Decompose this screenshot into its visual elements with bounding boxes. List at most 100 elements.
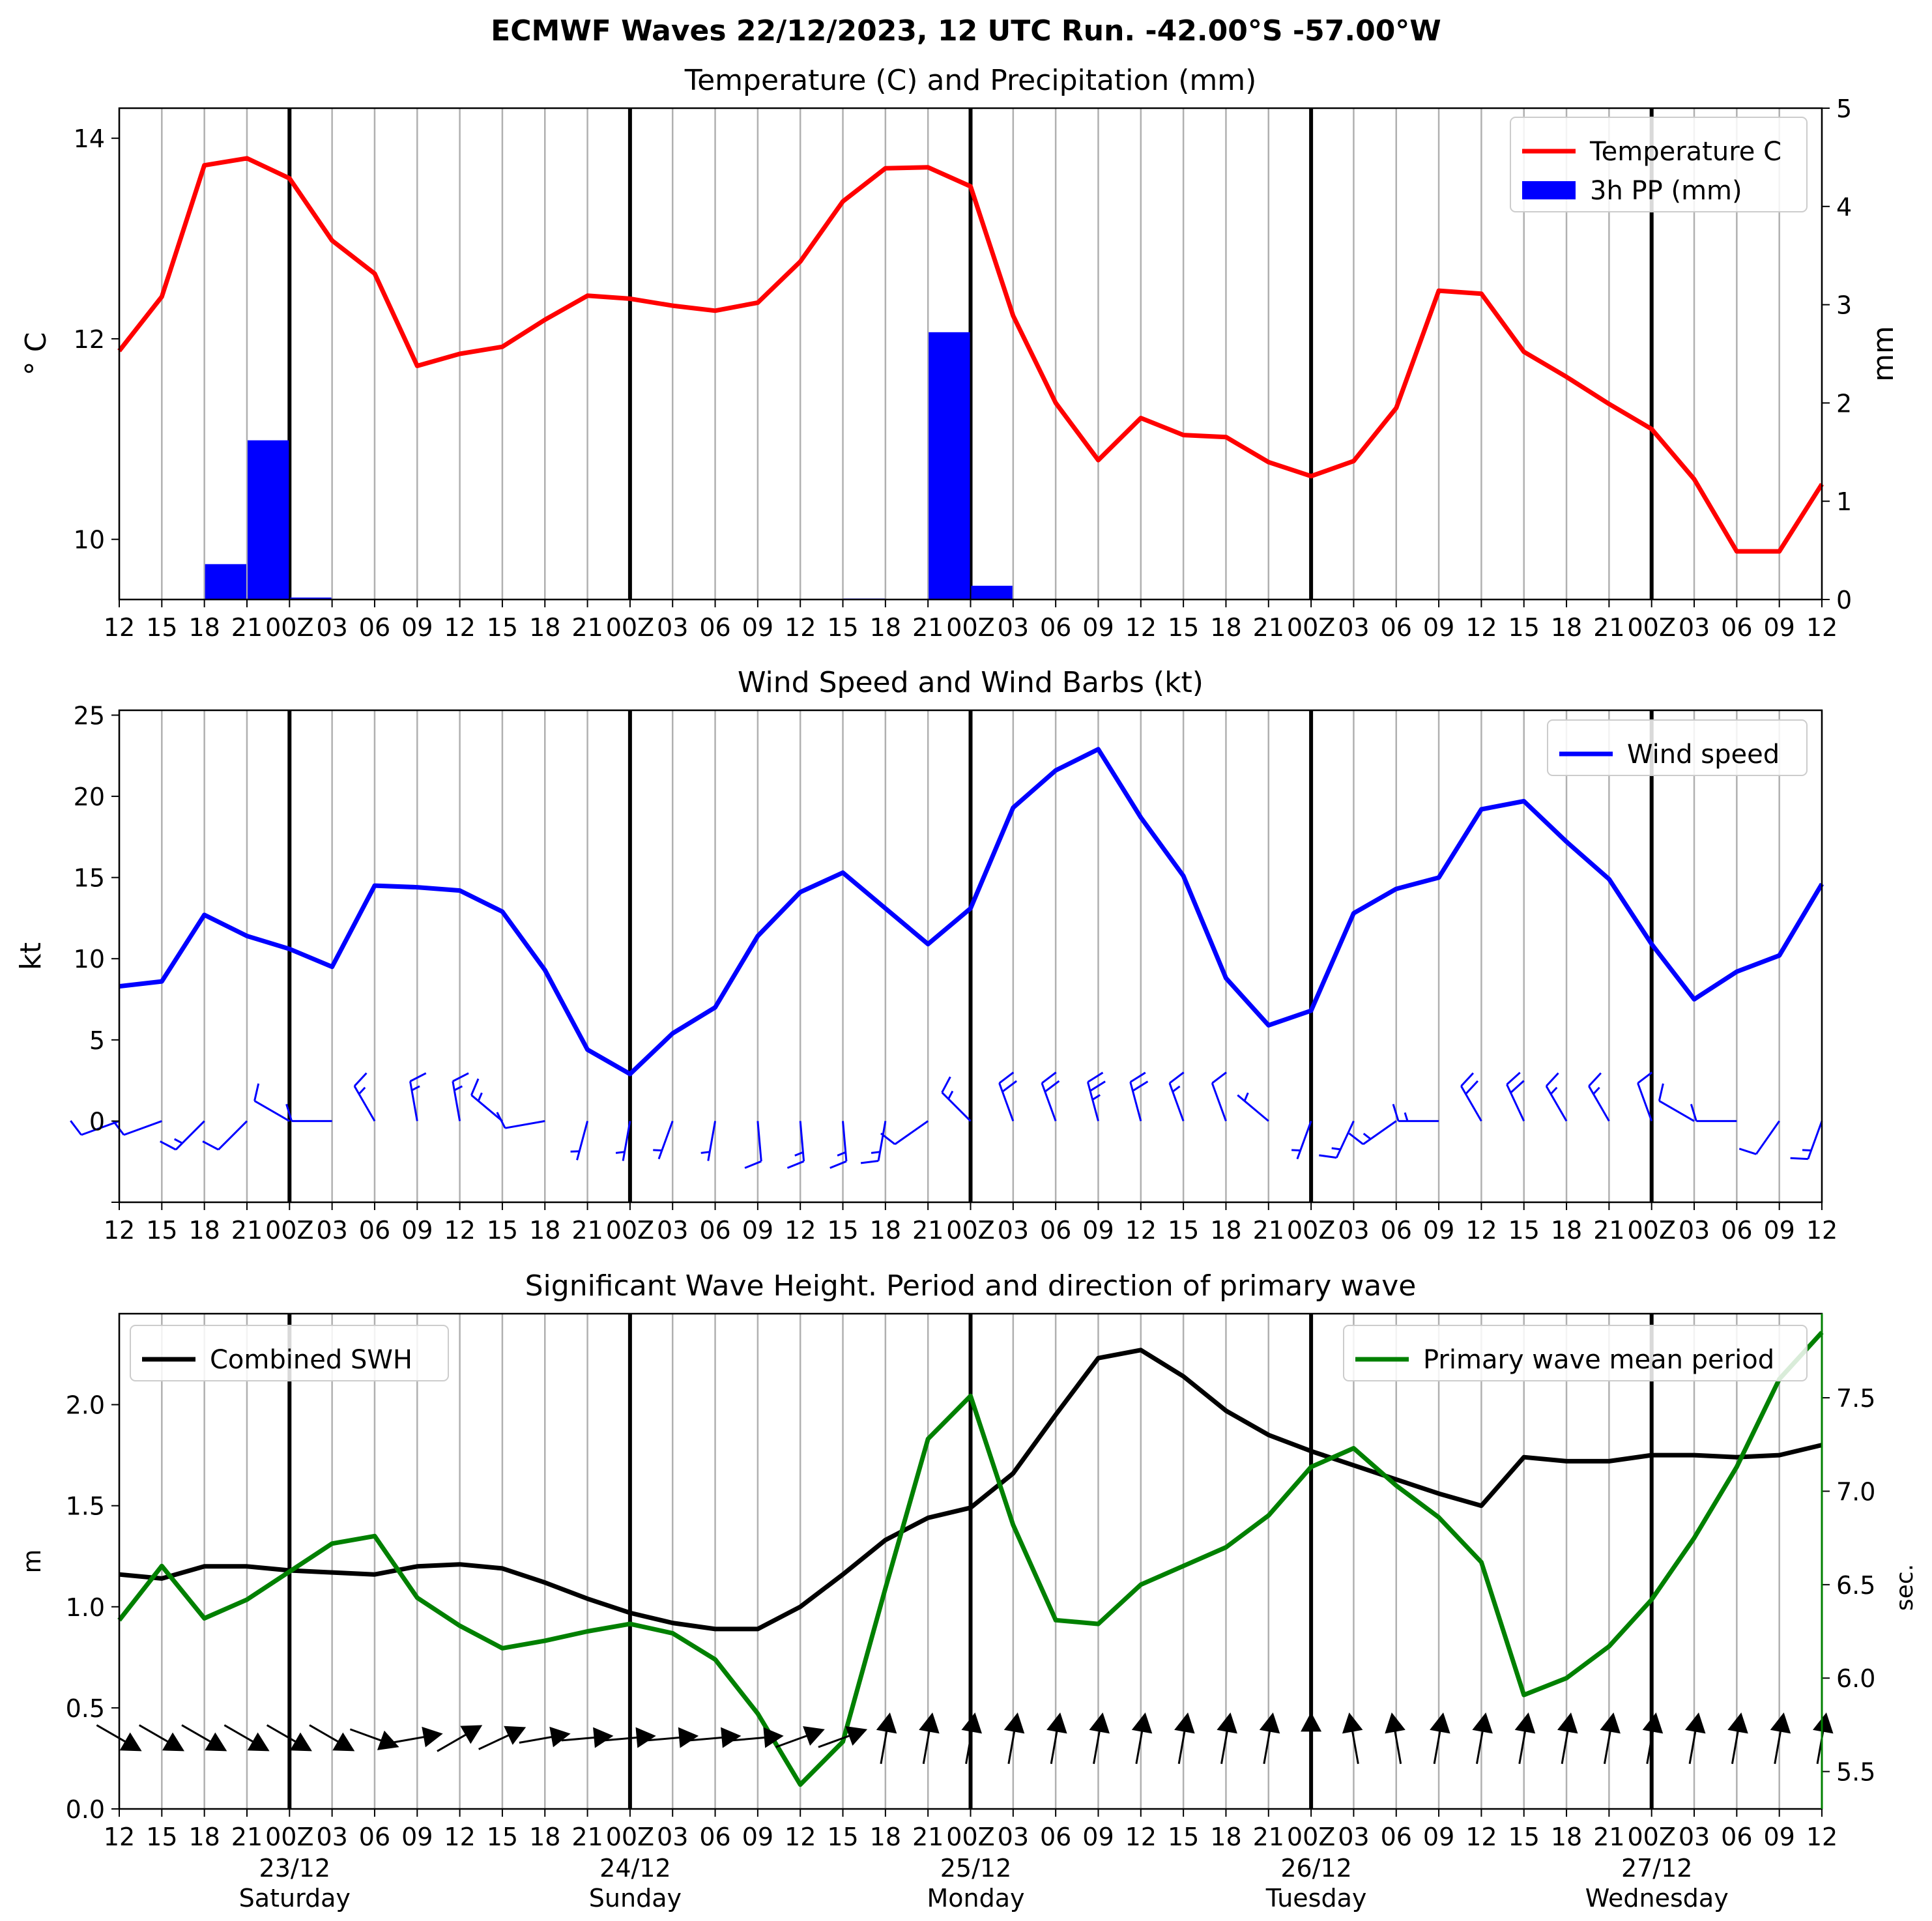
panel-3-title: Significant Wave Height. Period and dire…: [525, 1269, 1417, 1303]
x-tick-label: 06: [1381, 1216, 1412, 1245]
wave-arrow: [437, 1725, 483, 1752]
wind-barb-staff: [1211, 1082, 1227, 1121]
x-tick-label: 12: [785, 1823, 816, 1851]
wind-barb-staff: [470, 1094, 503, 1122]
legend-label: Combined SWH: [210, 1345, 412, 1375]
legend-label: Primary wave mean period: [1423, 1345, 1774, 1375]
wave-arrow-head: [205, 1732, 227, 1752]
swh-line: [119, 1348, 1823, 1632]
wind-barb-half-flag: [454, 1085, 463, 1091]
wind-barb-flag: [496, 1112, 506, 1129]
x-tick-label: 09: [1763, 1216, 1795, 1245]
x-tick-label: 12: [785, 1216, 816, 1245]
wave-arrow: [603, 1727, 656, 1748]
wave-arrow-head: [162, 1732, 184, 1752]
x-tick-label: 12: [1125, 613, 1157, 642]
x-tick-label: 06: [1721, 1823, 1752, 1851]
wave-arrow: [919, 1712, 940, 1765]
wave-arrow: [1600, 1712, 1621, 1765]
wind-barb-staff: [1362, 1120, 1397, 1146]
wind-barb-half-flag: [615, 1151, 625, 1154]
wind-barb-flag: [1790, 1157, 1808, 1161]
wind-barb-half-flag: [358, 1086, 366, 1095]
wind-barb: [998, 1071, 1018, 1121]
wave-arrow: [1342, 1712, 1363, 1765]
wind-barb: [1319, 1120, 1355, 1159]
wind-barb: [1588, 1072, 1610, 1122]
wind-barb-staff: [452, 1081, 461, 1121]
wind-barb-flag: [1129, 1071, 1146, 1083]
wind-barb: [1392, 1103, 1439, 1122]
wave-arrow: [775, 1726, 825, 1748]
wind-barb-half-flag: [1291, 1149, 1301, 1152]
wind-barb-flag: [941, 1076, 951, 1093]
wind-barb-flag: [1348, 1133, 1364, 1146]
wind-barb-flag: [829, 1160, 847, 1169]
y2-axis-label: mm: [1867, 326, 1900, 382]
wind-barb-staff: [123, 1120, 162, 1136]
x-tick-label: 09: [401, 1216, 433, 1245]
x-tick-label: 18: [188, 1216, 220, 1245]
wind-barb-staff: [1086, 1082, 1099, 1121]
x-tick-label: 18: [1210, 613, 1241, 642]
x-tick-label: 06: [699, 1823, 730, 1851]
x-tick-label: 00Z: [946, 1823, 994, 1851]
wind-barb-staff: [799, 1121, 805, 1162]
wind-barb-staff: [1237, 1094, 1269, 1122]
wind-barb-flag: [1588, 1072, 1602, 1087]
wind-barb: [829, 1121, 848, 1169]
x-tick-label: 09: [401, 1823, 433, 1851]
legend-box: [1510, 117, 1808, 212]
wave-arrow-head: [1174, 1712, 1195, 1734]
wind-barb-half-flag: [1404, 1112, 1409, 1121]
wave-arrow-head: [1557, 1712, 1578, 1734]
wave-arrow: [1770, 1712, 1791, 1765]
x-tick-label: 18: [529, 1216, 560, 1245]
wave-arrow: [1430, 1712, 1450, 1765]
wave-arrow-head: [1131, 1712, 1153, 1734]
wind-barb-staff: [1658, 1100, 1695, 1122]
wind-barb-flag: [1637, 1071, 1653, 1084]
wind-barb-flag: [202, 1140, 219, 1151]
x-tick-label: 03: [657, 1216, 688, 1245]
panel-1: Temperature (C) and Precipitation (mm)12…: [20, 64, 1900, 642]
wind-barb: [1291, 1120, 1312, 1160]
x-tick-label: 09: [742, 613, 773, 642]
legend-label: 3h PP (mm): [1590, 176, 1742, 206]
wind-barb: [1168, 1071, 1185, 1121]
wind-barb-flag: [1545, 1072, 1559, 1087]
x-tick-label: 12: [444, 1216, 475, 1245]
wind-barb: [112, 1120, 162, 1136]
x-tick-label: 00Z: [265, 613, 313, 642]
wave-arrow-head: [845, 1726, 868, 1746]
wind-barb: [253, 1083, 291, 1122]
x-tick-label: 15: [487, 1823, 518, 1851]
wind-barb: [452, 1072, 469, 1121]
x-tick-label: 09: [1423, 1823, 1454, 1851]
y-axis-label: kt: [14, 942, 48, 970]
y-tick-label: 15: [74, 864, 105, 893]
wind-barb-flag: [1460, 1072, 1475, 1087]
wave-arrow: [138, 1724, 184, 1752]
wave-arrow: [689, 1727, 742, 1748]
wave-arrow-head: [1385, 1712, 1406, 1734]
wave-arrow: [391, 1726, 443, 1748]
x-tick-label: 09: [1082, 613, 1114, 642]
x-tick-label: 12: [785, 613, 816, 642]
wind-barb-half-flag: [1593, 1086, 1600, 1095]
wave-arrow-head: [460, 1725, 483, 1744]
x-tick-label: 03: [657, 1823, 688, 1851]
precip-bar: [290, 597, 332, 599]
panel-2: Wind Speed and Wind Barbs (kt)12 15 18 21 00…: [14, 666, 1838, 1245]
x-tick-label: 21: [231, 1216, 263, 1245]
wind-barb-staff: [253, 1100, 291, 1122]
wind-barb-staff: [1755, 1120, 1780, 1155]
x-tick-label: 21: [571, 613, 603, 642]
day-date-label: 25/12: [940, 1854, 1012, 1883]
wind-barb-half-flag: [947, 1090, 954, 1100]
wind-barb-staff: [1588, 1085, 1610, 1122]
x-tick-label: 03: [998, 613, 1029, 642]
wind-barb-flag: [1169, 1071, 1185, 1084]
wind-barb-half-flag: [1243, 1092, 1249, 1102]
